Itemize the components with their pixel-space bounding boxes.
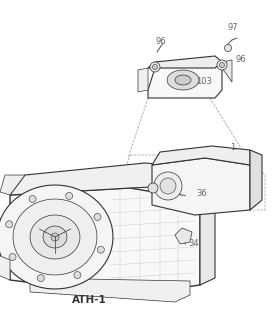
Circle shape: [94, 213, 101, 220]
Circle shape: [150, 62, 160, 72]
Circle shape: [37, 275, 44, 282]
Polygon shape: [43, 226, 67, 248]
Polygon shape: [30, 278, 190, 302]
Text: 96: 96: [156, 37, 167, 46]
Text: 97: 97: [228, 23, 239, 33]
Polygon shape: [0, 185, 113, 289]
Polygon shape: [200, 162, 215, 285]
Circle shape: [160, 178, 176, 194]
Text: 103: 103: [196, 77, 212, 86]
Polygon shape: [222, 60, 232, 82]
Circle shape: [153, 65, 158, 69]
Circle shape: [74, 272, 81, 278]
Circle shape: [224, 44, 232, 52]
Polygon shape: [10, 163, 200, 195]
Polygon shape: [250, 150, 262, 210]
Polygon shape: [0, 255, 10, 280]
Polygon shape: [152, 146, 250, 165]
Polygon shape: [30, 215, 80, 259]
Text: 1: 1: [230, 143, 235, 153]
Polygon shape: [0, 175, 25, 195]
Text: ATH-1: ATH-1: [72, 295, 107, 305]
Polygon shape: [13, 199, 97, 275]
Polygon shape: [10, 188, 200, 295]
Polygon shape: [138, 68, 148, 92]
Polygon shape: [175, 75, 191, 85]
Text: 96: 96: [236, 55, 247, 65]
Text: 36: 36: [196, 189, 207, 198]
Text: 34: 34: [188, 239, 199, 249]
Circle shape: [97, 246, 104, 253]
Circle shape: [148, 183, 158, 193]
Circle shape: [219, 62, 224, 68]
Circle shape: [6, 221, 13, 228]
Polygon shape: [148, 56, 222, 68]
Circle shape: [51, 233, 59, 241]
Polygon shape: [152, 158, 250, 215]
Circle shape: [66, 192, 73, 199]
Polygon shape: [175, 228, 192, 244]
Circle shape: [29, 196, 36, 203]
Circle shape: [9, 253, 16, 260]
Circle shape: [217, 60, 227, 70]
Polygon shape: [167, 70, 199, 90]
Polygon shape: [148, 62, 222, 98]
Circle shape: [154, 172, 182, 200]
